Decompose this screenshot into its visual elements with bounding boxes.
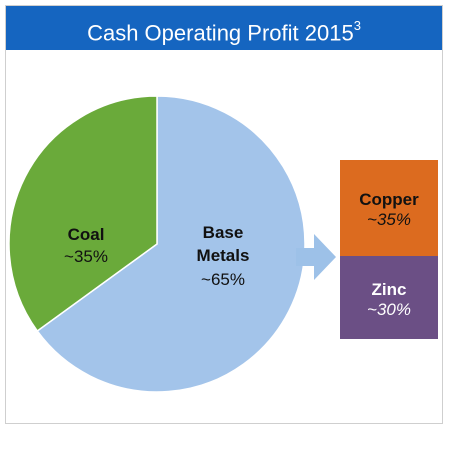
base-metals-label-line1: Base [203, 223, 244, 242]
chart-title: Cash Operating Profit 2015 [87, 20, 354, 46]
pie-slice-coal [8, 95, 158, 333]
base-metals-percent: ~65% [201, 270, 245, 289]
pie-slice-base-metals [36, 95, 306, 393]
base-metals-label-line2: Metals [197, 246, 250, 265]
copper-box: Copper ~35% [340, 160, 438, 256]
coal-percent: ~35% [64, 247, 108, 266]
chart-header: Cash Operating Profit 20153 [6, 6, 442, 50]
copper-percent: ~35% [367, 210, 411, 229]
coal-label: Coal [68, 225, 105, 244]
arrow-right-icon [296, 234, 336, 280]
zinc-percent: ~30% [367, 300, 411, 319]
zinc-box: Zinc ~30% [340, 256, 438, 339]
copper-label: Copper [359, 190, 419, 209]
title-footnote: 3 [353, 18, 361, 33]
zinc-label: Zinc [371, 280, 407, 299]
